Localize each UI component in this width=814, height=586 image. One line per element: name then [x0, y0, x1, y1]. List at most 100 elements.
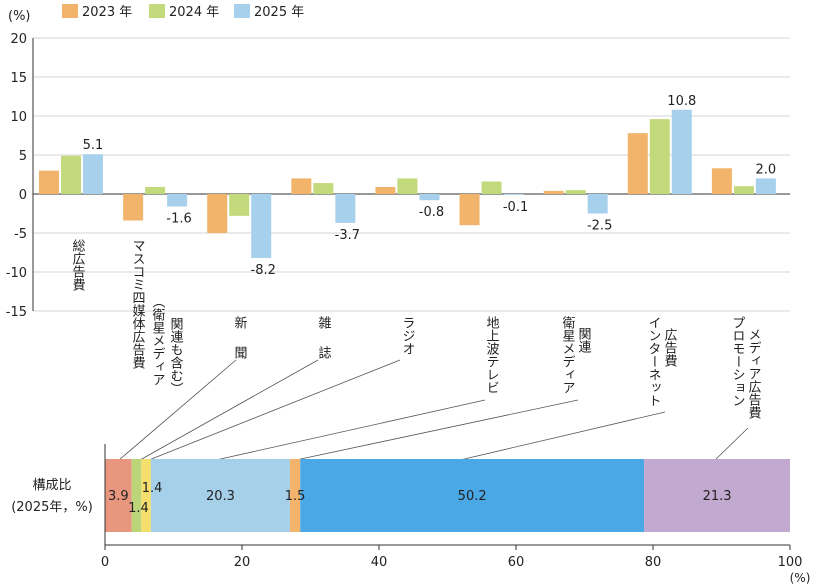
category-label: 関連も含む） — [168, 317, 184, 395]
category-label: マスコミ四媒体広告費 — [130, 239, 146, 369]
top-chart-bars: 5.1 -1.6 -8.2 -3.7 -0.8 -0.1 -2.5 10.8 2.0 — [39, 94, 776, 278]
segment-6 — [300, 459, 645, 532]
connector-line — [714, 427, 749, 461]
top-chart-y-axis: (%) 20 15 10 5 0 -5 -10 -15 — [6, 9, 34, 320]
category-label: 衛星メディア — [560, 316, 576, 394]
category-label: ラジオ — [400, 316, 415, 355]
segment-1 — [105, 459, 132, 532]
y-tick-label: 5 — [19, 149, 27, 164]
bar-3-8 — [671, 109, 692, 194]
data-label: -3.7 — [335, 228, 360, 243]
x-tick-label: 40 — [371, 555, 388, 570]
bar-3-9 — [755, 178, 776, 194]
composition-title: 構成比 — [32, 478, 71, 493]
bar-3-3 — [251, 194, 272, 258]
bar-2-5 — [397, 178, 418, 194]
connector-lines — [118, 359, 749, 461]
category-label: 誌 — [316, 345, 332, 359]
category-label: 広告費 — [662, 328, 678, 367]
segment-7 — [644, 459, 790, 532]
bar-2-9 — [733, 186, 754, 194]
bar-3-7 — [587, 194, 608, 214]
legend-swatch — [149, 4, 165, 18]
data-label: -1.6 — [166, 211, 191, 226]
category-label: 新 — [232, 315, 248, 329]
y-tick-label: 20 — [10, 32, 27, 47]
category-label: 地上波テレビ — [484, 316, 500, 394]
x-tick-label: 60 — [508, 555, 525, 570]
category-label: 関連 — [576, 327, 592, 354]
bar-2-1 — [61, 155, 81, 194]
data-label: -0.1 — [503, 200, 528, 215]
legend: 2023 年 2024 年 2025 年 — [62, 4, 304, 20]
data-label: -8.2 — [251, 263, 276, 278]
bar-2-8 — [649, 119, 670, 194]
composition-chart: 構成比 (2025年，%) (%) 3.91.41.420.3 1.5 50.2 21… — [11, 444, 810, 585]
legend-swatch — [234, 4, 250, 18]
bar-3-5 — [419, 194, 440, 201]
data-label: 2.0 — [756, 162, 777, 177]
bar-3-2 — [167, 194, 188, 207]
legend-label: 2024 年 — [169, 5, 219, 20]
y-tick-label: 15 — [10, 71, 27, 86]
x-tick-label: 20 — [234, 555, 251, 570]
composition-subtitle: (2025年，%) — [11, 500, 93, 515]
legend-label: 2025 年 — [254, 5, 304, 20]
bar-1-2 — [123, 194, 144, 221]
connector-line — [139, 359, 319, 461]
segment-label: 20.3 — [206, 489, 235, 504]
data-label: -2.5 — [587, 219, 612, 234]
category-label: メディア広告費 — [746, 328, 762, 419]
segment-3 — [141, 459, 151, 532]
bar-2-4 — [313, 183, 334, 194]
segment-5 — [289, 459, 301, 532]
segment-label: 21.3 — [703, 489, 732, 504]
category-label: インターネット — [646, 316, 661, 407]
category-label: 総広告費 — [70, 239, 86, 291]
segment-label: 50.2 — [458, 489, 487, 504]
data-label: 10.8 — [667, 94, 696, 109]
category-label: プロモーション — [730, 316, 745, 407]
category-label: （衛星メディア — [150, 295, 166, 386]
segment-label: 1.4 — [142, 481, 163, 496]
x-unit-label: (%) — [790, 571, 811, 585]
data-label: -0.8 — [419, 205, 444, 220]
bar-2-7 — [565, 190, 586, 194]
y-tick-label: -10 — [6, 266, 27, 281]
bar-1-9 — [711, 168, 732, 194]
bar-1-5 — [375, 186, 396, 194]
bar-1-3 — [207, 194, 228, 233]
y-tick-label: -15 — [6, 305, 27, 320]
connector-line — [295, 399, 579, 461]
bar-2-3 — [229, 194, 250, 216]
bar-1-8 — [627, 133, 648, 194]
segment-4 — [150, 459, 290, 532]
bar-1-1 — [39, 170, 59, 194]
bar-3-4 — [335, 194, 356, 223]
category-labels: 総広告費 マスコミ四媒体広告費 （衛星メディア 関連も含む） 新聞 雑誌 ラジオ 地上波テレビ… — [70, 239, 762, 419]
legend-label: 2023 年 — [82, 5, 132, 20]
bar-1-6 — [459, 194, 480, 226]
y-tick-label: -5 — [14, 227, 27, 242]
category-label: 聞 — [232, 346, 247, 360]
segment-label: 1.5 — [285, 489, 306, 504]
category-label: 雑 — [316, 315, 332, 329]
bar-1-7 — [543, 190, 564, 194]
data-label: 5.1 — [83, 138, 104, 153]
connector-line — [148, 359, 401, 461]
segment-label: 3.9 — [108, 489, 129, 504]
segment-2 — [131, 459, 142, 532]
legend-swatch — [62, 4, 78, 18]
y-tick-label: 0 — [19, 188, 27, 203]
bar-2-2 — [145, 186, 166, 194]
connector-line — [215, 399, 486, 461]
x-tick-label: 80 — [645, 555, 662, 570]
x-tick-label: 100 — [778, 555, 803, 570]
bar-3-6 — [503, 194, 524, 195]
y-tick-label: 10 — [10, 110, 27, 125]
bar-1-4 — [291, 178, 312, 194]
y-unit-label: (%) — [8, 9, 31, 24]
bar-3-1 — [83, 154, 103, 194]
segment-label: 1.4 — [128, 501, 149, 516]
